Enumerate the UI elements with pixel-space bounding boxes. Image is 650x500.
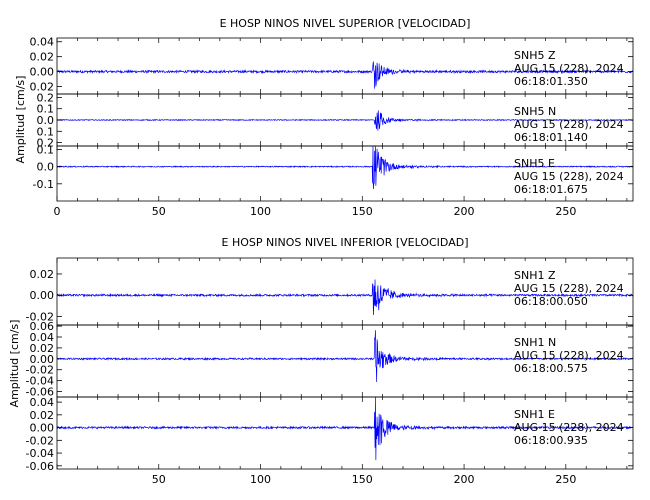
trace-date: AUG 15 (228), 2024 [514, 421, 624, 434]
chart-group-1: E HOSP NINOS NIVEL SUPERIOR [VELOCIDAD] A… [14, 17, 634, 218]
y-tick-label: 0.02 [30, 51, 55, 64]
y-tick-label: -0.02 [26, 364, 54, 377]
y-tick-label: 0.02 [30, 81, 55, 94]
y-tick-label: 0.00 [30, 353, 55, 366]
y-tick-label: -0.02 [26, 310, 54, 323]
x-tick-label: 50 [152, 473, 166, 486]
y-tick-label: -0.04 [26, 375, 54, 388]
y-tick-label: 0.02 [30, 342, 55, 355]
y-tick-label: -0.1 [33, 178, 54, 191]
chart-title: E HOSP NINOS NIVEL SUPERIOR [VELOCIDAD] [220, 17, 471, 30]
trace-date: AUG 15 (228), 2024 [514, 170, 624, 183]
y-tick-label: -0.06 [26, 386, 54, 399]
y-tick-label: 0.02 [30, 268, 55, 281]
y-tick-label: -0.04 [26, 447, 54, 460]
trace-time: 06:18:00.935 [514, 434, 588, 447]
chart-title: E HOSP NINOS NIVEL INFERIOR [VELOCIDAD] [222, 236, 469, 249]
x-tick-label: 100 [250, 473, 271, 486]
y-tick-label: 0.04 [30, 331, 55, 344]
y-tick-label: 0.02 [30, 409, 55, 422]
y-axis-label: Amplitud [cm/s] [14, 76, 27, 164]
trace-time: 06:18:01.350 [514, 75, 588, 88]
y-tick-label: -0.06 [26, 460, 54, 473]
y-tick-label: 0.04 [30, 36, 55, 49]
station-component-label: SNH5 E [514, 157, 555, 170]
station-component-label: SNH5 Z [514, 49, 556, 62]
y-tick-label: 0.00 [30, 66, 55, 79]
panel-frame [56, 396, 634, 470]
trace-line [56, 396, 634, 461]
trace-time: 06:18:01.675 [514, 183, 588, 196]
y-axis-label: Amplitud [cm/s] [8, 320, 21, 408]
x-tick-label: 250 [555, 473, 576, 486]
station-component-label: SNH5 N [514, 105, 556, 118]
x-tick-label: 0 [54, 205, 61, 218]
y-tick-label: 0.1 [37, 103, 55, 116]
y-tick-label: 0.00 [30, 422, 55, 435]
x-tick-label: 150 [352, 205, 373, 218]
station-component-label: SNH1 E [514, 408, 555, 421]
trace-date: AUG 15 (228), 2024 [514, 62, 624, 75]
trace-date: AUG 15 (228), 2024 [514, 349, 624, 362]
x-tick-label: 250 [555, 205, 576, 218]
trace-line [56, 330, 634, 383]
y-tick-label: 0.04 [30, 396, 55, 409]
trace-date: AUG 15 (228), 2024 [514, 282, 624, 295]
trace-date: AUG 15 (228), 2024 [514, 118, 624, 131]
y-tick-label: 0.06 [30, 320, 55, 333]
x-tick-label: 100 [250, 205, 271, 218]
trace-time: 06:18:01.140 [514, 131, 588, 144]
panel-frame [56, 145, 634, 202]
trace-time: 06:18:00.575 [514, 362, 588, 375]
trace-time: 06:18:00.050 [514, 295, 588, 308]
y-tick-label: 0.2 [37, 91, 55, 104]
x-tick-label: 50 [152, 205, 166, 218]
y-tick-label: 0.00 [30, 289, 55, 302]
chart-group-2: E HOSP NINOS NIVEL INFERIOR [VELOCIDAD] A… [8, 236, 634, 486]
y-tick-label: 0.2 [37, 137, 55, 150]
x-tick-label: 200 [454, 473, 475, 486]
trace-line [56, 61, 634, 89]
x-tick-label: 200 [454, 205, 475, 218]
y-tick-label: 0.1 [37, 143, 55, 156]
station-component-label: SNH1 N [514, 336, 556, 349]
y-tick-label: 0.1 [37, 125, 55, 138]
trace-line [56, 279, 634, 315]
y-tick-label: 0.0 [37, 114, 55, 127]
trace-panel-snh1-n: -0.06-0.04-0.020.000.020.040.06 SNH1 NAUG… [26, 320, 634, 399]
station-component-label: SNH1 Z [514, 269, 556, 282]
trace-line [56, 110, 634, 131]
y-tick-label: 0.0 [37, 161, 55, 174]
y-tick-label: -0.02 [26, 434, 54, 447]
trace-line [56, 145, 634, 190]
x-tick-label: 150 [352, 473, 373, 486]
